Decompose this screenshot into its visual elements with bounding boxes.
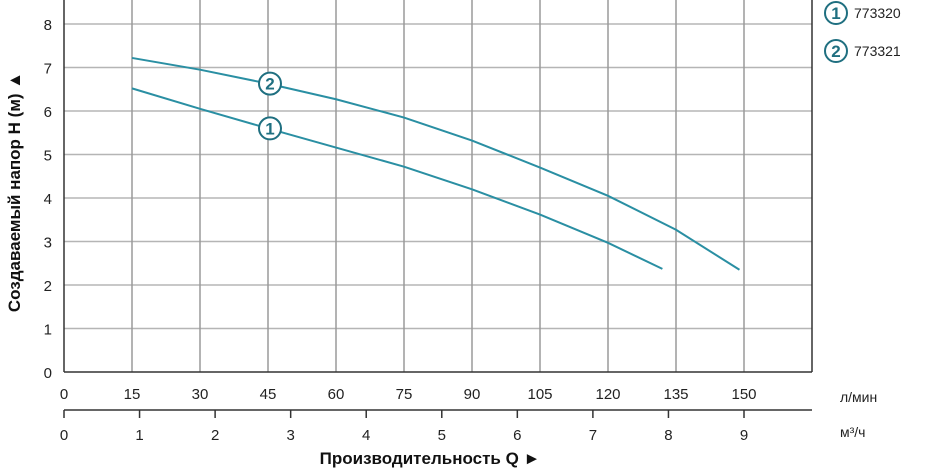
x2-tick-label: 1 bbox=[135, 427, 143, 444]
x-tick-label: 60 bbox=[328, 386, 345, 403]
legend-marker-circle bbox=[824, 39, 848, 63]
legend-marker-label: 2 bbox=[831, 42, 840, 61]
series-line-1 bbox=[131, 87, 663, 270]
legend-marker-label: 1 bbox=[831, 4, 840, 23]
x-tick-label: 135 bbox=[663, 386, 688, 403]
x-tick-label: 0 bbox=[60, 386, 68, 403]
x2-tick-label: 8 bbox=[664, 427, 672, 444]
x-tick-label: 30 bbox=[192, 386, 209, 403]
legend-entry: 773321 bbox=[854, 43, 901, 59]
x2-tick-label: 2 bbox=[211, 427, 219, 444]
x-tick-label: 75 bbox=[396, 386, 413, 403]
x-tick-label: 90 bbox=[464, 386, 481, 403]
x-tick-label: 120 bbox=[595, 386, 620, 403]
x2-tick-label: 3 bbox=[286, 427, 294, 444]
series-marker-label: 2 bbox=[265, 75, 274, 94]
x2-tick-label: 4 bbox=[362, 427, 370, 444]
series-marker-circle bbox=[258, 71, 282, 96]
x2-tick-label: 5 bbox=[438, 427, 446, 444]
x-tick-label: 105 bbox=[527, 386, 552, 403]
y-tick-label: 1 bbox=[44, 322, 52, 339]
x-tick-label: 15 bbox=[124, 386, 141, 403]
x-unit-primary: л/мин bbox=[840, 389, 877, 405]
x2-tick-label: 7 bbox=[589, 427, 597, 444]
legend-marker-circle bbox=[824, 1, 848, 25]
y-tick-label: 5 bbox=[44, 148, 52, 165]
x-tick-label: 45 bbox=[260, 386, 277, 403]
y-tick-label: 3 bbox=[44, 235, 52, 252]
x-axis-title: Производительность Q ► bbox=[320, 449, 541, 468]
x2-tick-label: 6 bbox=[513, 427, 521, 444]
y-tick-label: 8 bbox=[44, 17, 52, 34]
legend-entry: 773320 bbox=[854, 5, 901, 21]
y-tick-label: 4 bbox=[44, 191, 52, 208]
x-tick-label: 150 bbox=[731, 386, 756, 403]
x-unit-secondary: м³/ч bbox=[840, 424, 865, 440]
y-axis-title: Создаваемый напор H (м) ▲ bbox=[5, 72, 24, 312]
y-tick-label: 6 bbox=[44, 104, 52, 121]
x2-tick-label: 0 bbox=[60, 427, 68, 444]
y-tick-label: 2 bbox=[44, 278, 52, 295]
y-tick-label: 0 bbox=[44, 365, 52, 382]
series-marker-label: 1 bbox=[265, 119, 274, 138]
x2-tick-label: 9 bbox=[740, 427, 748, 444]
y-tick-label: 7 bbox=[44, 61, 52, 78]
series-line-2 bbox=[131, 56, 741, 271]
series-marker-circle bbox=[258, 116, 282, 141]
